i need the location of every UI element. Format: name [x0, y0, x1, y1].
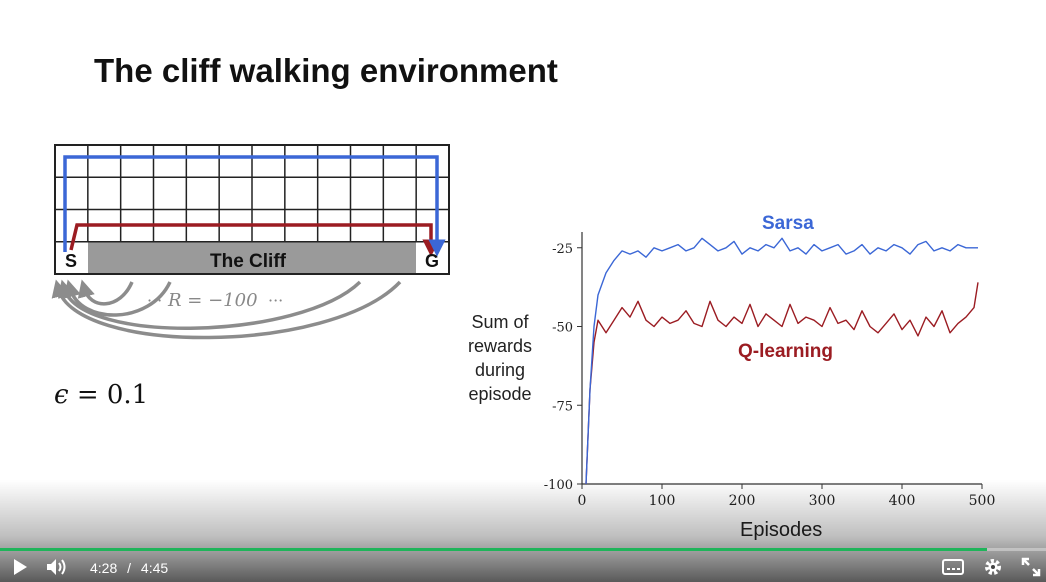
x-tick-label: 200 — [729, 493, 756, 509]
settings-button[interactable] — [980, 555, 1006, 579]
qlearning-series-label: Q-learning — [738, 341, 834, 362]
y-axis-label-line: episode — [468, 384, 532, 404]
reward-label: R = −100 — [167, 290, 258, 311]
volume-icon — [47, 559, 66, 575]
x-tick-label: 100 — [649, 493, 676, 509]
x-tick-label: 400 — [889, 493, 916, 509]
play-icon — [14, 559, 27, 575]
x-tick-label: 300 — [809, 493, 836, 509]
duration: 4:45 — [140, 560, 169, 576]
goal-label: G — [425, 251, 439, 271]
time-separator: / — [127, 560, 132, 576]
fall-return-arcs — [51, 279, 402, 340]
current-time: 4:28 — [90, 560, 118, 576]
time-readout: 4:28 / 4:45 — [90, 560, 168, 576]
y-tick-label: -25 — [552, 242, 573, 257]
epsilon-symbol: ϵ — [54, 380, 69, 410]
grid-border — [54, 144, 450, 275]
cliff-region — [88, 242, 416, 274]
fullscreen-button[interactable] — [1018, 555, 1044, 579]
qlearning-path — [69, 223, 440, 257]
slide-title: The cliff walking environment — [94, 52, 558, 89]
y-tick-label: -50 — [552, 321, 573, 336]
sarsa-line — [585, 237, 978, 485]
gear-icon — [985, 559, 1001, 575]
fullscreen-icon — [1021, 557, 1041, 577]
captions-button[interactable] — [940, 555, 966, 579]
y-tick-label: -100 — [544, 478, 573, 493]
cliff-label: The Cliff — [210, 251, 287, 272]
y-tick-label: -75 — [552, 399, 573, 414]
start-label: S — [65, 251, 77, 271]
cliff-gridworld: S G The Cliff ··· R = −100 ··· — [51, 144, 450, 340]
x-tick-label: 0 — [578, 493, 587, 509]
sarsa-series-label: Sarsa — [762, 213, 814, 234]
rewards-chart: 0 100 200 300 400 500 -100 -75 -50 -25 — [544, 232, 996, 509]
qlearning-line — [585, 282, 979, 485]
epsilon-setting: ϵ = 0.1 — [54, 380, 148, 410]
x-tick-label: 500 — [969, 493, 996, 509]
volume-button[interactable] — [44, 555, 70, 579]
x-axis-label: Episodes — [740, 519, 823, 541]
grid-lines — [55, 145, 449, 243]
y-axis-label: Sum of rewards during episode — [452, 310, 548, 406]
play-button[interactable] — [8, 555, 32, 579]
dots-right: ··· — [268, 291, 283, 310]
epsilon-value: = 0.1 — [76, 380, 149, 410]
y-axis-label-line: Sum of — [471, 312, 529, 332]
dots-left: ··· — [147, 291, 162, 310]
sarsa-path — [63, 155, 446, 257]
player-controls: 4:28 / 4:45 — [0, 551, 1046, 582]
y-axis-label-line: during — [474, 360, 526, 380]
progress-fill — [0, 548, 988, 551]
captions-icon — [942, 559, 964, 575]
y-axis-label-line: rewards — [467, 336, 533, 356]
progress-bar[interactable] — [0, 548, 1046, 551]
